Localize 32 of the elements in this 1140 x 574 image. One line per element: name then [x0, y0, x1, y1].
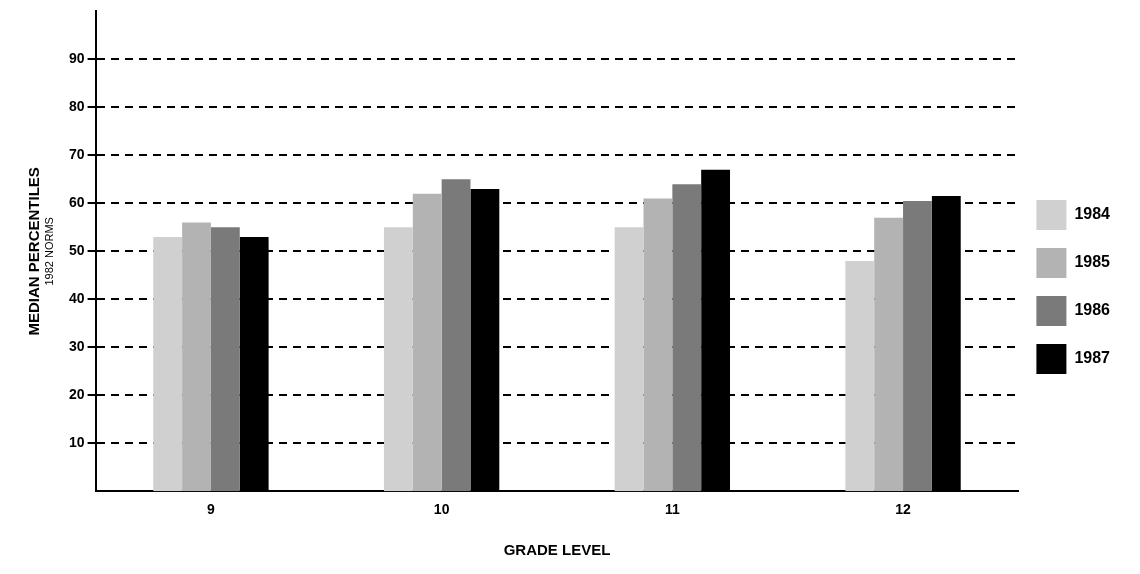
legend-label: 1985	[1074, 253, 1111, 271]
bar	[643, 198, 673, 492]
x-axis-title: GRADE LEVEL	[503, 541, 611, 559]
y-tick-label: 80	[68, 98, 85, 115]
x-tick-label: 10	[433, 501, 450, 518]
x-tick-label: 12	[895, 501, 912, 518]
x-tick-label: 9	[207, 501, 216, 518]
bar	[874, 217, 904, 492]
bar	[672, 184, 702, 492]
bar	[182, 222, 211, 492]
y-tick-label: 90	[68, 50, 85, 67]
bar	[412, 193, 442, 492]
legend-label: 1986	[1074, 301, 1111, 319]
y-tick-label: 60	[68, 194, 85, 211]
bar	[614, 227, 644, 492]
bar	[845, 260, 875, 492]
bar	[383, 227, 413, 492]
text: 1982 NORMS	[43, 217, 56, 286]
y-tick-label: 70	[68, 146, 85, 163]
bar	[153, 236, 183, 492]
bar	[441, 179, 471, 492]
y-tick-label: 20	[68, 386, 85, 403]
y-tick-label: 40	[68, 290, 85, 307]
legend-label: 1987	[1074, 349, 1111, 367]
x-tick-label: 11	[664, 501, 680, 518]
y-axis-title: MEDIAN PERCENTILES	[25, 167, 43, 336]
legend-label: 1984	[1074, 205, 1111, 223]
bar	[210, 227, 240, 492]
bar	[903, 200, 932, 492]
y-tick-label: 10	[68, 434, 85, 451]
y-tick-label: 50	[68, 242, 85, 259]
y-tick-label: 30	[68, 338, 85, 355]
